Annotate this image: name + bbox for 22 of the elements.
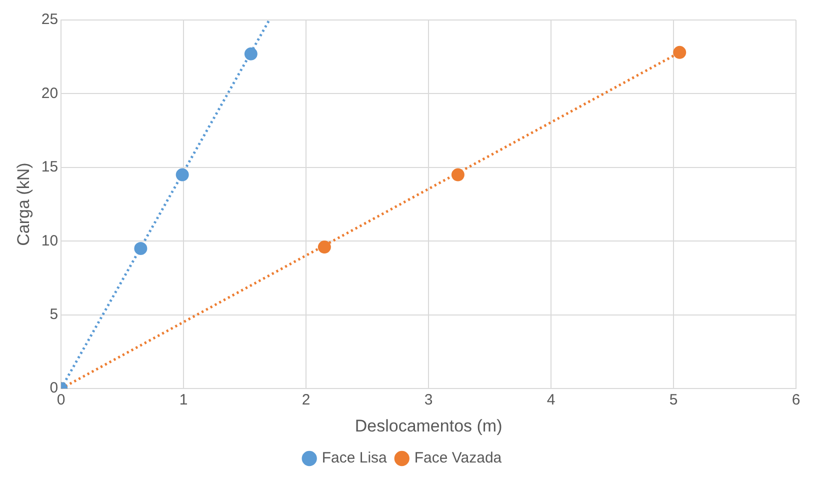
point [673,46,686,59]
point [176,168,189,182]
legend-label: Face Lisa [322,450,388,467]
y-tick-label: 5 [50,306,58,324]
x-tick-label: 5 [669,392,678,409]
point [244,47,258,60]
legend-label: Face Vazada [414,450,502,467]
x-tick-label: 1 [179,392,188,409]
x-tick-label: 3 [424,392,433,409]
point [318,240,331,254]
y-tick-label: 25 [41,11,58,28]
point [451,168,464,182]
y-tick-label: 0 [50,380,58,397]
x-tick-label: 6 [792,392,800,409]
y-axis-title: Carga (kN) [14,162,33,246]
y-tick-label: 15 [41,158,58,176]
x-tick-label: 4 [546,392,556,409]
x-axis-title: Deslocamentos (m) [354,416,502,436]
point [134,242,148,256]
y-tick-label: 10 [41,232,58,250]
y-tick-label: 20 [41,84,58,102]
x-tick-label: 2 [302,392,310,409]
